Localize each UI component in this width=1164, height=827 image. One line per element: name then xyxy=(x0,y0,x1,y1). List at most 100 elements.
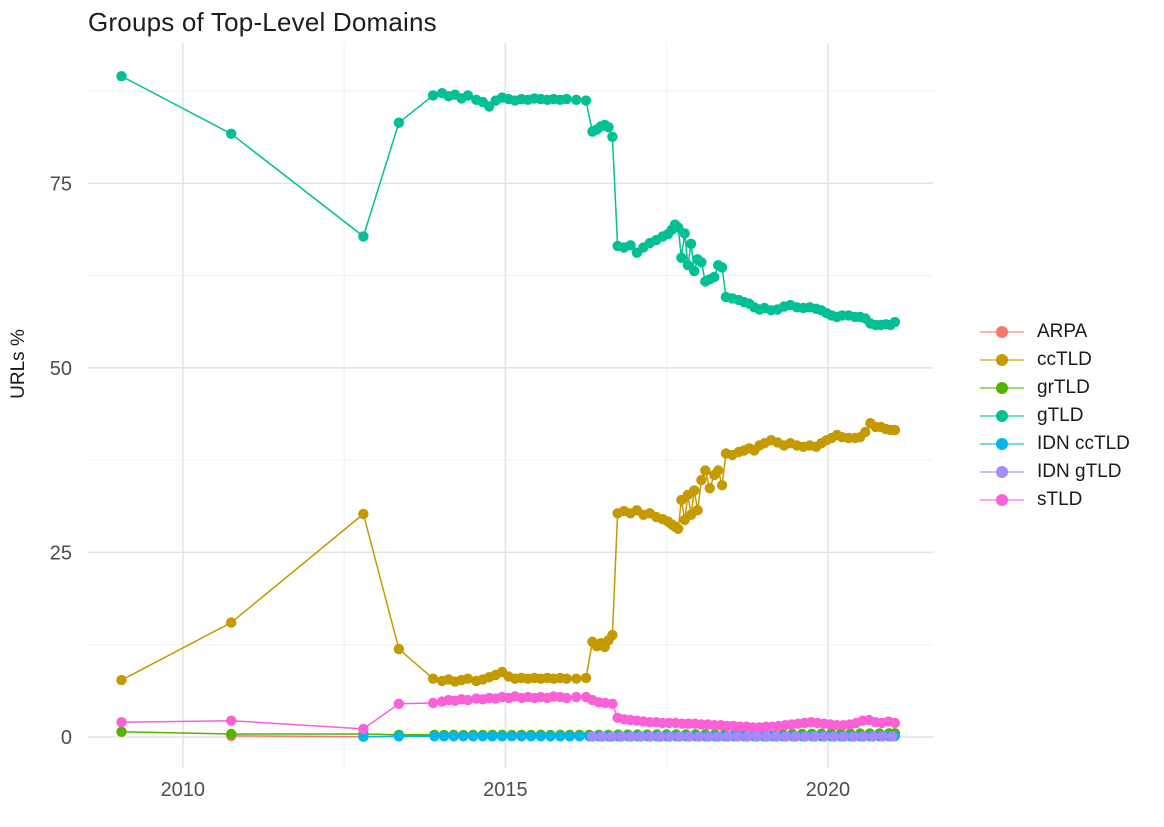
series-arpa xyxy=(226,730,369,742)
data-point xyxy=(732,731,743,742)
data-point xyxy=(571,94,582,106)
data-point xyxy=(716,262,728,273)
data-point xyxy=(393,698,405,709)
data-point xyxy=(625,240,636,251)
x-tick-label: 2010 xyxy=(161,779,206,801)
data-point xyxy=(676,252,687,263)
data-point xyxy=(116,71,127,82)
data-point xyxy=(607,131,618,142)
series-gtld xyxy=(116,71,901,331)
y-tick-label: 75 xyxy=(50,173,72,195)
data-point xyxy=(685,238,697,249)
legend-key-icon xyxy=(980,465,1024,479)
legend-item-grtld: grTLD xyxy=(980,374,1130,402)
gridlines xyxy=(88,43,933,768)
data-point xyxy=(742,731,753,742)
chart-title: Groups of Top-Level Domains xyxy=(88,7,437,37)
data-point xyxy=(889,424,901,436)
data-point xyxy=(462,673,474,684)
y-tick-label: 0 xyxy=(61,727,72,749)
data-point xyxy=(429,731,440,742)
data-point xyxy=(603,122,614,133)
data-point xyxy=(700,465,711,476)
x-tick-label: 2020 xyxy=(806,779,851,801)
data-point xyxy=(477,731,488,742)
data-point xyxy=(704,483,715,494)
legend-item-arpa: ARPA xyxy=(980,318,1130,346)
data-point xyxy=(393,643,405,655)
data-point xyxy=(535,731,546,742)
data-point xyxy=(674,731,685,742)
data-point xyxy=(116,674,127,686)
legend-item-gtld: gTLD xyxy=(980,402,1130,430)
data-point xyxy=(116,717,127,728)
data-point xyxy=(226,128,237,139)
data-point xyxy=(561,673,572,684)
legend-key-icon xyxy=(980,437,1024,451)
data-point xyxy=(561,93,572,105)
data-point xyxy=(571,673,582,684)
data-point xyxy=(607,629,618,641)
series-cctld xyxy=(116,418,901,687)
data-point xyxy=(692,505,703,516)
data-point xyxy=(427,673,439,684)
legend-label: IDN ccTLD xyxy=(1037,433,1130,454)
data-point xyxy=(358,231,369,242)
data-point xyxy=(467,731,479,742)
data-point xyxy=(393,731,405,742)
legend-label: grTLD xyxy=(1037,377,1090,398)
data-point xyxy=(771,731,782,742)
data-point xyxy=(780,731,792,742)
data-point xyxy=(860,426,871,438)
data-point xyxy=(580,95,592,106)
data-point xyxy=(889,717,901,729)
data-point xyxy=(226,617,237,628)
legend-label: IDN gTLD xyxy=(1037,461,1122,482)
data-point xyxy=(800,731,811,742)
data-point xyxy=(574,731,585,742)
data-point xyxy=(561,692,572,704)
data-point xyxy=(587,731,598,742)
x-tick-label: 2015 xyxy=(483,779,528,801)
data-point xyxy=(848,731,859,742)
data-point xyxy=(516,731,527,742)
data-point xyxy=(867,731,879,742)
data-point xyxy=(580,672,592,684)
data-point xyxy=(116,726,127,737)
series-line xyxy=(231,735,364,738)
data-point xyxy=(358,731,369,742)
legend-key-icon xyxy=(980,381,1024,395)
data-point xyxy=(673,523,684,534)
data-point xyxy=(545,731,556,742)
data-point xyxy=(226,728,237,740)
data-point xyxy=(358,723,369,735)
data-point xyxy=(462,90,474,101)
data-point xyxy=(438,731,450,742)
data-point xyxy=(525,731,537,742)
y-axis-title: URLs % xyxy=(8,329,29,399)
data-point xyxy=(703,731,714,742)
legend-key-icon xyxy=(980,353,1024,367)
data-point xyxy=(645,731,656,742)
data-point xyxy=(829,731,840,742)
data-point xyxy=(506,731,517,742)
data-point xyxy=(722,731,734,742)
data-point xyxy=(571,691,582,703)
data-point xyxy=(693,731,705,742)
data-point xyxy=(393,117,405,128)
series-stld xyxy=(116,691,901,735)
y-tick-label: 25 xyxy=(50,542,72,564)
data-point xyxy=(625,731,637,742)
data-point xyxy=(709,271,720,283)
data-point xyxy=(616,731,627,742)
data-point xyxy=(819,731,830,742)
legend-item-cctld: ccTLD xyxy=(980,346,1130,374)
data-point xyxy=(358,508,369,520)
data-point xyxy=(689,265,700,277)
series-idn-gtld xyxy=(587,731,898,742)
data-point xyxy=(664,731,675,742)
data-point xyxy=(427,697,439,709)
data-point xyxy=(716,480,728,491)
